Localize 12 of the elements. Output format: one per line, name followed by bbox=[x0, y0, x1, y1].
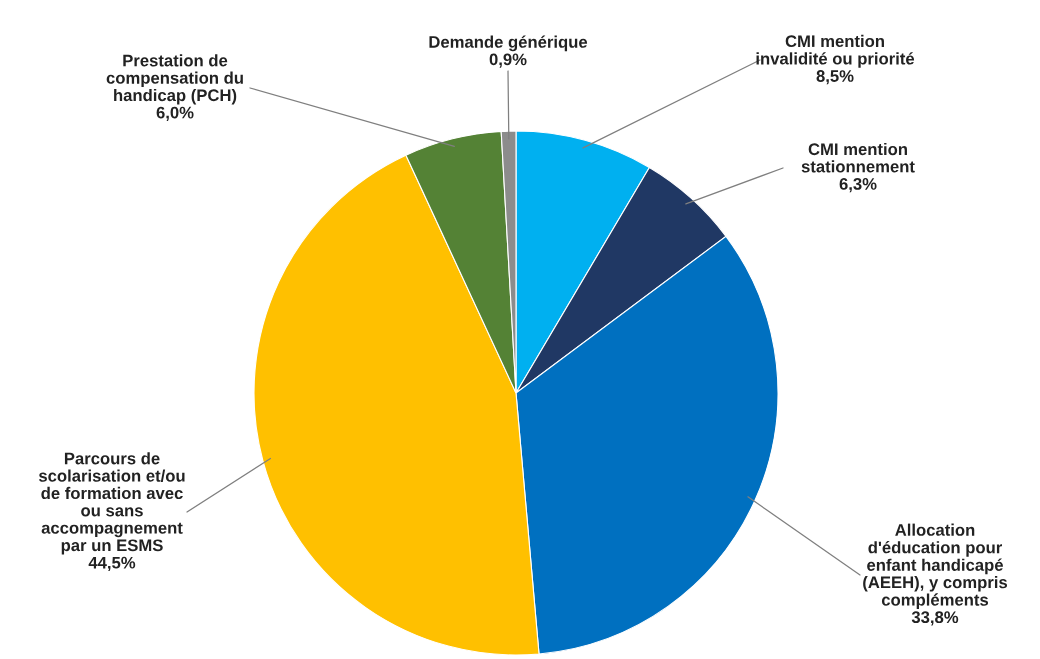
slice-label: CMI mention invalidité ou priorité bbox=[756, 34, 915, 68]
slice-label: CMI mention stationnement bbox=[801, 142, 915, 173]
data-label: 6,3% bbox=[839, 178, 877, 193]
data-label: 8,5% bbox=[816, 70, 854, 85]
slice-label: Allocation d'éducation pour enfant handicapé (AEEH), y compris compléments bbox=[863, 523, 1008, 610]
slice-label: Prestation de compensation du handicap (PCH) bbox=[106, 54, 243, 105]
data-label: 0,9% bbox=[489, 53, 527, 68]
slice-label: Demande générique bbox=[429, 35, 588, 52]
data-label: 6,0% bbox=[156, 106, 194, 121]
slice-label: Parcours de scolarisation et/ou de formation avec ou sans accompagnement par un ESMS bbox=[38, 452, 185, 555]
data-label: 44,5% bbox=[88, 556, 136, 571]
data-label: 33,8% bbox=[911, 611, 959, 626]
